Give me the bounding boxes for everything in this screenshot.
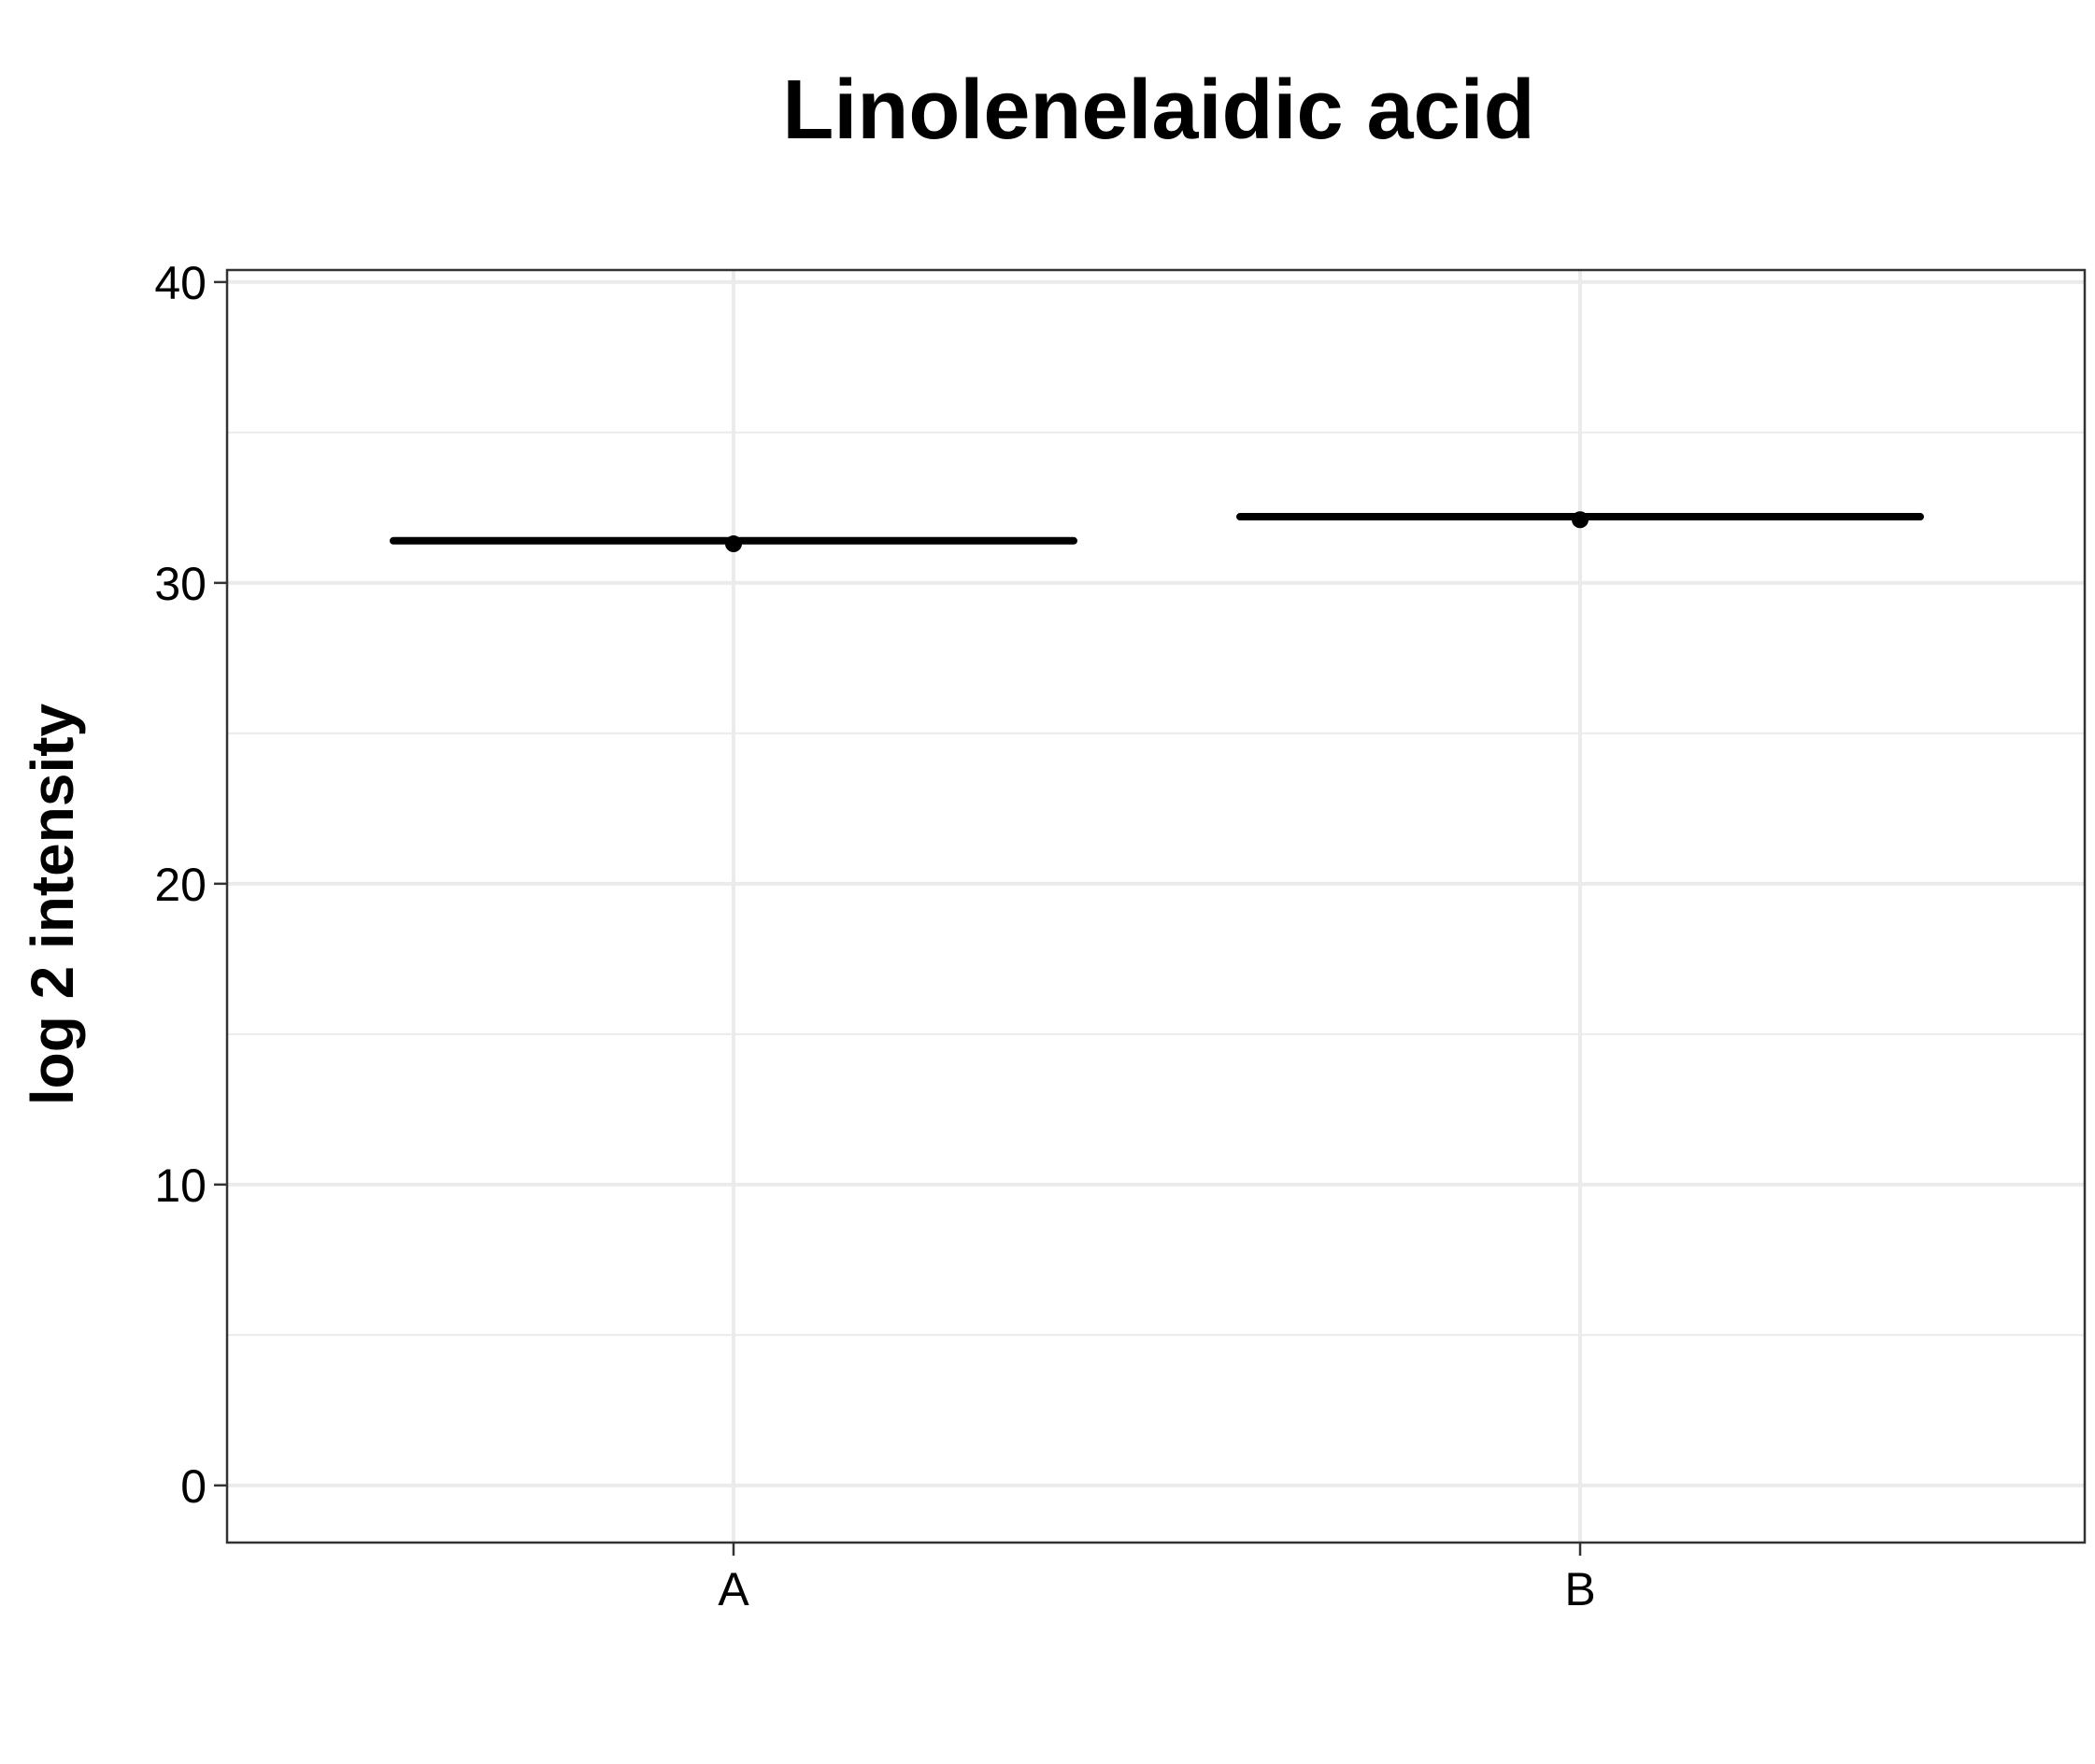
x-tick-label: A [718,1563,749,1615]
data-marks [390,511,1924,553]
gridlines [227,270,2085,1543]
y-tick-label: 30 [154,558,207,610]
data-point [1572,511,1589,529]
data-point [725,535,742,553]
y-tick-label: 10 [154,1159,207,1212]
x-tick-label: B [1564,1563,1595,1615]
y-axis-label: log 2 intensity [19,703,86,1105]
panel-border [225,268,2087,1544]
chart-title: Linolenelaidic acid [782,64,1534,157]
y-tick-label: 20 [154,859,207,911]
y-tick-label: 0 [180,1460,207,1513]
axes: 0 10 20 30 40 A B [154,257,1595,1615]
y-tick-label: 40 [154,257,207,309]
